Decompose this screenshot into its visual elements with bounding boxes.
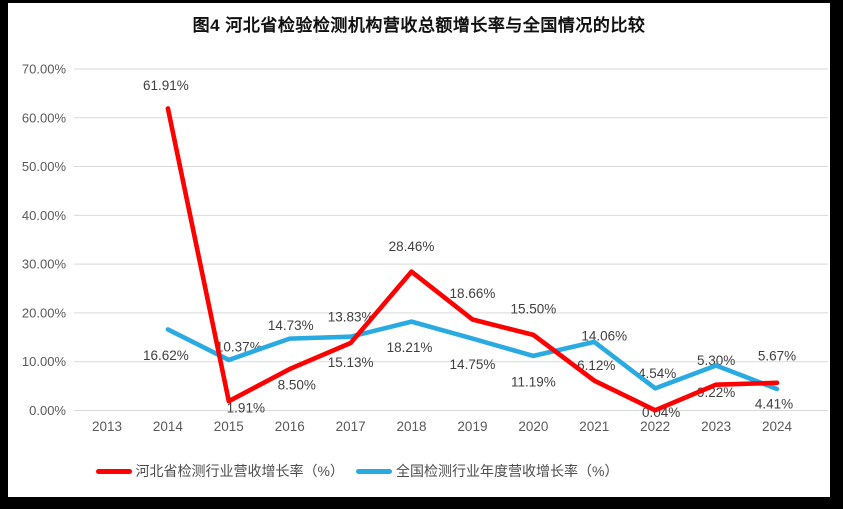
data-label: 13.83% — [328, 310, 374, 325]
x-axis-tick-label: 2019 — [457, 419, 487, 434]
x-axis-tick-label: 2018 — [397, 419, 427, 434]
data-label: 5.30% — [697, 353, 735, 368]
x-axis-tick-label: 2016 — [275, 419, 305, 434]
y-axis-tick-label: 40.00% — [22, 208, 67, 223]
legend-item-hebei: 河北省检测行业营收增长率（%） — [95, 461, 344, 481]
x-axis-tick-label: 2014 — [153, 419, 184, 434]
y-axis-tick-label: 70.00% — [22, 61, 67, 76]
chart-title: 图4 河北省检验检测机构营收总额增长率与全国情况的比较 — [192, 16, 646, 35]
y-axis-tick-label: 20.00% — [22, 305, 67, 320]
y-axis-tick-label: 30.00% — [22, 257, 67, 272]
data-label: 1.91% — [227, 401, 265, 416]
y-axis-tick-label: 10.00% — [22, 354, 67, 369]
legend-line-swatch — [95, 468, 132, 474]
data-label: 14.06% — [581, 328, 627, 343]
chart-legend: 河北省检测行业营收增长率（%） 全国检测行业年度营收增长率（%） — [0, 461, 768, 481]
series-line-national — [165, 319, 780, 392]
y-axis-tick-label: 50.00% — [22, 159, 67, 174]
x-axis-tick-label: 2022 — [640, 419, 670, 434]
x-axis-tick-label: 2015 — [214, 419, 244, 434]
data-label: 15.50% — [510, 301, 556, 316]
x-axis-tick-label: 2020 — [518, 419, 548, 434]
data-label: 15.13% — [328, 355, 374, 370]
y-axis-tick-label: 60.00% — [22, 110, 67, 125]
data-label: 18.66% — [450, 286, 496, 301]
x-axis-tick-label: 2017 — [336, 419, 366, 434]
data-label: 6.12% — [577, 358, 615, 373]
data-label: 16.62% — [143, 348, 189, 363]
data-label: 14.75% — [450, 357, 496, 372]
data-label: 8.50% — [278, 378, 316, 393]
x-axis-tick-label: 2023 — [701, 419, 731, 434]
legend-label: 全国检测行业年度营收增长率（%） — [396, 463, 619, 479]
data-label: 61.91% — [143, 78, 189, 93]
data-label: 4.41% — [755, 396, 793, 411]
data-label: 11.19% — [511, 374, 556, 389]
chart-plot-background: 图4 河北省检验检测机构营收总额增长率与全国情况的比较 0.00% 10.00% 2… — [8, 3, 830, 497]
data-label: 14.73% — [268, 318, 314, 333]
legend-item-national: 全国检测行业年度营收增长率（%） — [356, 461, 618, 481]
series-line-hebei — [165, 106, 780, 413]
data-label: 28.46% — [389, 239, 435, 254]
legend-label: 河北省检测行业营收增长率（%） — [135, 463, 344, 479]
data-label: 5.67% — [758, 348, 796, 363]
legend-line-swatch — [356, 468, 392, 474]
x-axis-tick-label: 2021 — [579, 419, 609, 434]
data-label: 4.54% — [638, 366, 676, 381]
data-label: 18.21% — [387, 340, 433, 355]
y-axis-tick-label: 0.00% — [29, 403, 66, 418]
x-axis-tick-label: 2013 — [92, 419, 122, 434]
x-axis-tick-label: 2024 — [762, 419, 793, 434]
